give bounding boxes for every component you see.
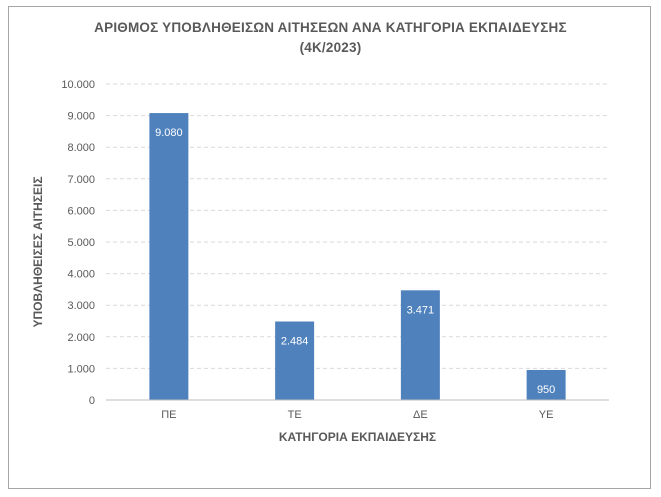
y-tick-label: 8.000 bbox=[67, 142, 95, 154]
y-tick-label: 2.000 bbox=[67, 332, 95, 344]
data-label: 3.471 bbox=[407, 304, 435, 316]
y-axis-title: ΥΠΟΒΛΗΘΕΙΣΕΣ ΑΙΤΗΣΕΙΣ bbox=[31, 176, 45, 327]
bar-2 bbox=[275, 321, 315, 400]
y-tick-label: 10.000 bbox=[61, 79, 95, 91]
x-category-label: ΔΕ bbox=[413, 409, 428, 421]
data-label: 9.080 bbox=[155, 127, 183, 139]
data-label: 950 bbox=[537, 384, 555, 396]
x-category-label: ΠΕ bbox=[161, 409, 176, 421]
bar-3 bbox=[400, 290, 440, 400]
x-axis-title: ΚΑΤΗΓΟΡΙΑ ΕΚΠΑΙΔΕΥΣΗΣ bbox=[279, 430, 436, 444]
x-axis-category-labels: ΠΕ ΤΕ ΔΕ ΥΕ bbox=[161, 409, 553, 421]
chart-title: ΑΡΙΘΜΟΣ ΥΠΟΒΛΗΘΕΙΣΩΝ ΑΙΤΗΣΕΩΝ ΑΝΑ ΚΑΤΗΓΟ… bbox=[94, 20, 567, 35]
data-label: 2.484 bbox=[281, 336, 309, 348]
data-labels: 9.080 2.484 3.471 950 bbox=[155, 127, 555, 396]
y-tick-label: 0 bbox=[89, 395, 95, 407]
y-axis-tick-labels: 0 1.000 2.000 3.000 4.000 5.000 6.000 7.000 8.00… bbox=[61, 79, 95, 407]
y-tick-label: 5.000 bbox=[67, 237, 95, 249]
y-tick-label: 3.000 bbox=[67, 300, 95, 312]
y-tick-label: 9.000 bbox=[67, 111, 95, 123]
y-tick-label: 1.000 bbox=[67, 363, 95, 375]
chart-frame bbox=[8, 6, 651, 489]
y-tick-label: 7.000 bbox=[67, 174, 95, 186]
bars bbox=[149, 113, 566, 401]
x-category-label: ΤΕ bbox=[288, 409, 302, 421]
bar-4 bbox=[526, 369, 566, 400]
y-tick-label: 6.000 bbox=[67, 205, 95, 217]
bar-1 bbox=[149, 113, 189, 401]
y-tick-label: 4.000 bbox=[67, 269, 95, 281]
x-category-label: ΥΕ bbox=[539, 409, 554, 421]
chart-subtitle: (4Κ/2023) bbox=[299, 40, 362, 55]
